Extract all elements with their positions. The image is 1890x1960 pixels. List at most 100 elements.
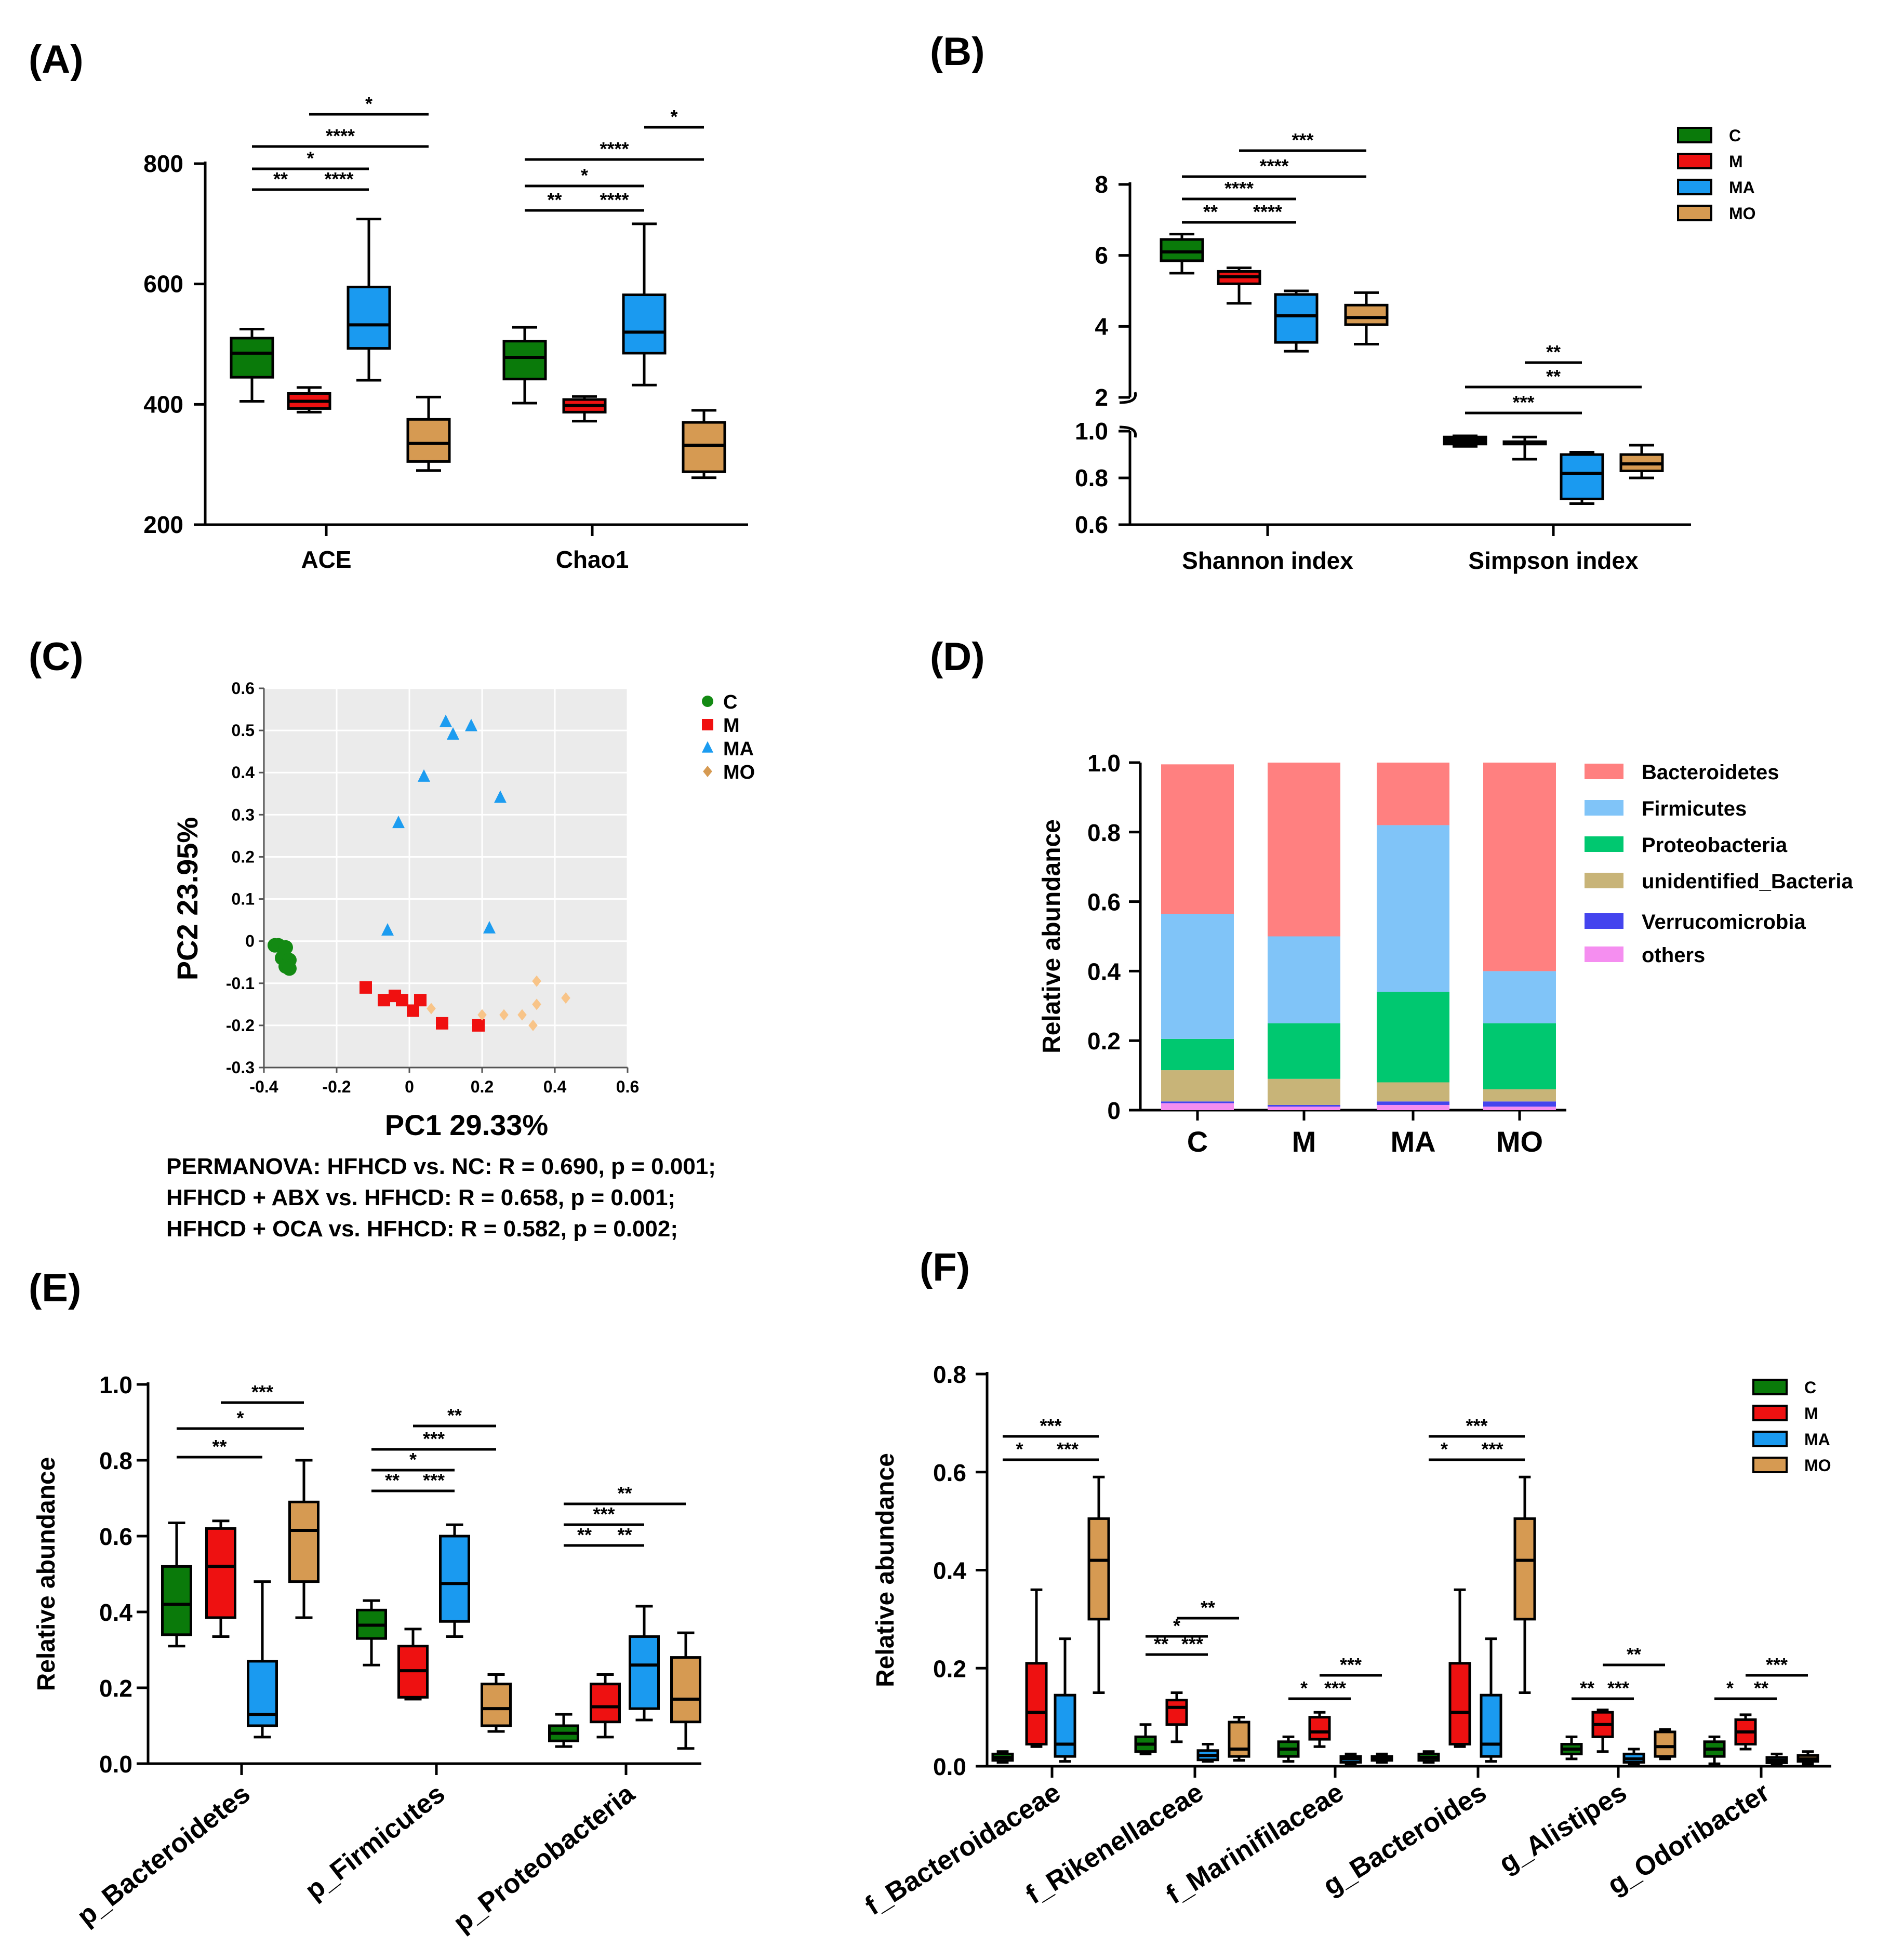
series-m [360,981,485,1032]
box-mo [670,1631,701,1750]
box-body [247,1660,278,1727]
box-mo [288,1459,320,1619]
box-body [481,1683,512,1727]
y-tick-label: 0.8 [933,1361,966,1388]
data-point [414,994,427,1007]
significance-bracket: **** [584,189,644,212]
significance-label: ** [1546,341,1561,363]
box-body [629,1635,660,1710]
data-point [381,923,394,936]
x-tick-label: M [1292,1125,1316,1158]
bar-segment-proteobacteria [1161,1038,1234,1071]
y-tick-label: -0.2 [226,1016,255,1035]
x-tick-label: MA [1390,1125,1435,1158]
box-m [1025,1588,1048,1748]
data-point [392,816,405,829]
y-tick-label: 0.8 [1087,819,1121,846]
legend-label: C [723,691,737,713]
y-tick-label: 0.0 [933,1753,966,1780]
box-ma [622,222,667,386]
significance-label: *** [1324,1677,1346,1699]
significance-label: * [1173,1615,1180,1636]
axis-break-upper [1119,392,1137,404]
significance-bracket: ** [1603,1644,1665,1666]
x-tick-label: 0.6 [616,1077,639,1096]
significance-bracket: * [1146,1615,1208,1638]
box-m [1308,1711,1331,1748]
box-mo [1370,1752,1393,1764]
data-point [702,719,713,730]
bar-segment-bacteroidetes [1268,763,1340,937]
bar-segment-others [1377,1104,1449,1110]
box-c [1703,1735,1726,1765]
box-m [397,1628,429,1701]
box-ma [1765,1752,1788,1766]
data-point [532,998,541,1010]
legend-item-firmicutes: Firmicutes [1585,797,1747,820]
significance-bracket: * [252,148,369,170]
significance-bracket: * [1288,1677,1320,1700]
box-m [1591,1708,1614,1753]
significance-bracket: **** [1182,178,1296,201]
y-tick-label: 0.6 [99,1523,132,1550]
bar-segment-bacteroidetes [1377,763,1449,825]
y-tick-label: 0.1 [232,890,255,909]
y-tick-label: 0.4 [232,763,255,782]
significance-bracket: *** [1320,1654,1382,1677]
data-point [472,1019,485,1032]
x-axis-title: PC1 29.33% [385,1109,548,1141]
box-body [590,1683,621,1724]
significance-bracket: *** [1603,1677,1634,1700]
y-tick-label: -0.3 [226,1058,255,1077]
data-point [447,727,459,740]
significance-label: *** [1481,1438,1503,1460]
x-tick-label: 0 [405,1077,414,1096]
significance-bracket: *** [221,1381,304,1404]
box-body [161,1565,192,1636]
data-point [532,975,541,987]
bar-segment-unidentified-bacteria [1483,1089,1556,1102]
significance-bracket: **** [525,138,704,161]
y-tick-label: 400 [143,391,183,418]
legend-label: MA [723,738,754,760]
legend-label: M [723,715,740,737]
legend-label: MA [1729,178,1755,197]
series-c [268,938,297,976]
significance-bracket: * [371,1449,455,1472]
significance-label: * [1016,1438,1023,1460]
x-tick-label: Chao1 [556,546,629,573]
y-tick-label: 200 [143,511,183,538]
significance-label: ** [1754,1677,1768,1699]
data-point [702,741,713,753]
y-tick-label: 0.8 [1075,464,1108,491]
box-mo [406,395,451,472]
x-tick-label: -0.4 [249,1077,278,1096]
legend-label: Bacteroidetes [1642,761,1779,784]
box-body [1160,238,1204,262]
significance-label: ** [577,1524,592,1545]
panel-label-d: (D) [930,635,985,679]
y-tick-label: 0.8 [99,1447,132,1474]
legend-item-mo: MO [1677,204,1756,223]
axis-break-lower [1119,425,1137,438]
legend-swatch [1585,764,1623,779]
significance-bracket: **** [252,125,429,148]
box-body [1054,1694,1076,1758]
box-mo [1344,291,1389,345]
significance-bracket: **** [309,168,369,191]
y-tick-label: 0.5 [232,721,255,740]
panel-d: (D) 0 0.2 0.4 0.6 0.8 1.0 Relative abundance C M M… [930,635,1854,1158]
legend-swatch [1585,800,1623,816]
bar-segment-proteobacteria [1483,1023,1556,1089]
box-m [1217,266,1261,305]
box-body [1513,1517,1536,1621]
legend-label: M [1804,1404,1818,1423]
legend-swatch [1677,179,1712,195]
box-body [502,340,547,381]
significance-label: * [365,93,372,114]
box-body [1448,1662,1471,1746]
box-m [1448,1588,1471,1748]
y-tick-label: 600 [143,271,183,298]
significance-label: *** [1340,1654,1362,1675]
